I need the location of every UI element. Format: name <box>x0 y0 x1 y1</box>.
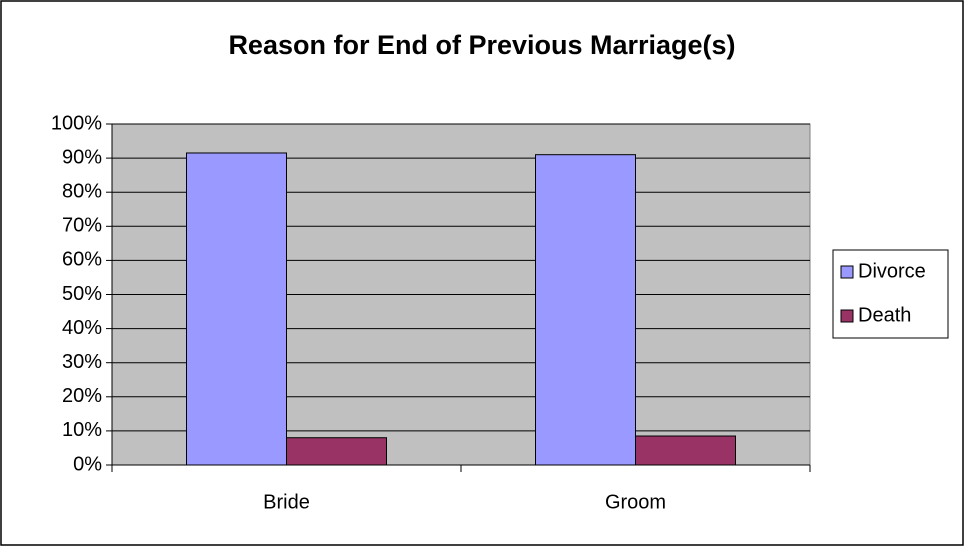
y-tick-label: 40% <box>62 317 102 339</box>
legend-swatch <box>840 265 854 279</box>
legend-swatch <box>840 309 854 323</box>
chart-title: Reason for End of Previous Marriage(s) <box>228 30 735 60</box>
y-tick-label: 80% <box>62 180 102 202</box>
y-tick-label: 30% <box>62 351 102 373</box>
y-tick-label: 60% <box>62 249 102 271</box>
y-tick-label: 70% <box>62 215 102 237</box>
x-tick-label: Bride <box>263 491 310 513</box>
bar <box>635 435 736 466</box>
y-tick-label: 50% <box>62 283 102 305</box>
y-tick-label: 10% <box>62 419 102 441</box>
bar <box>535 154 636 466</box>
y-tick-label: 0% <box>73 453 102 475</box>
bar <box>186 152 287 466</box>
legend-label: Divorce <box>858 260 926 282</box>
y-tick-label: 90% <box>62 146 102 168</box>
legend-box <box>832 249 949 339</box>
x-tick-label: Groom <box>605 491 666 513</box>
y-tick-label: 100% <box>51 112 102 134</box>
bar <box>286 437 387 466</box>
legend-label: Death <box>858 304 911 326</box>
y-tick-label: 20% <box>62 385 102 407</box>
